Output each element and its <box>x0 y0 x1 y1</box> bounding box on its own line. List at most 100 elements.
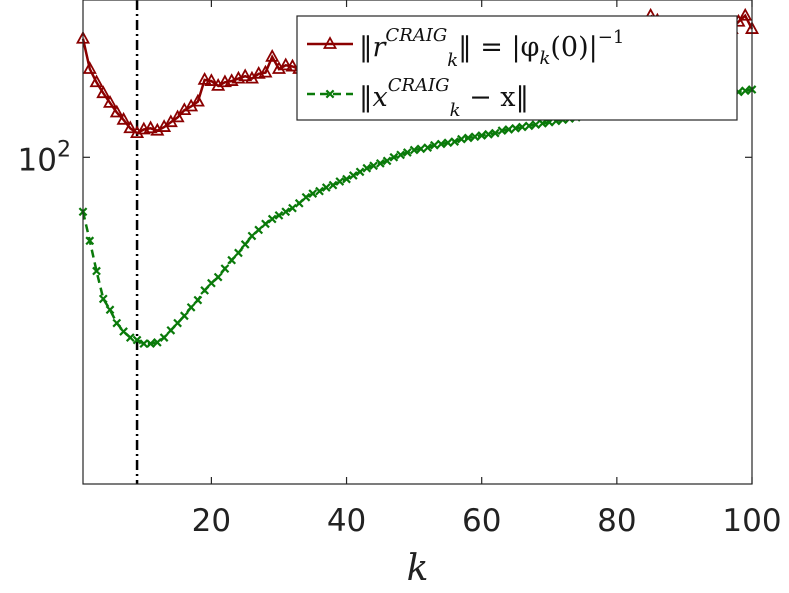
data-point-r <box>204 73 219 86</box>
axes-frame <box>82 0 753 485</box>
data-point-x <box>112 318 122 328</box>
data-point-r <box>96 85 111 99</box>
x-axis-label: k <box>407 548 429 589</box>
data-point-x <box>355 167 365 177</box>
data-point-r <box>89 74 104 88</box>
data-point-x <box>294 198 304 208</box>
data-point-x <box>152 338 162 347</box>
data-point-x <box>254 225 264 235</box>
data-point-x <box>369 161 378 171</box>
data-point-x <box>92 266 101 276</box>
data-point-x <box>362 163 372 173</box>
x-tick-label: 20 <box>192 503 231 539</box>
data-point-x <box>159 333 169 342</box>
data-point-x <box>315 186 324 196</box>
data-point-x <box>139 339 149 349</box>
data-point-x <box>335 177 345 186</box>
data-point-x <box>463 133 473 143</box>
data-point-x <box>179 311 189 321</box>
data-point-x <box>409 145 419 155</box>
data-point-x <box>342 174 351 184</box>
data-point-x <box>247 231 257 241</box>
legend-marker-r <box>322 36 338 49</box>
data-point-x <box>119 327 128 336</box>
data-point-x <box>213 272 223 282</box>
axes-layer: 20 40 60 80 100 102 k <box>18 0 782 589</box>
data-point-x <box>470 132 480 142</box>
x-tick-label: 80 <box>597 503 636 539</box>
data-point-r <box>197 71 212 85</box>
data-point-x <box>416 144 426 154</box>
data-point-x <box>274 211 284 220</box>
data-point-x <box>450 137 460 146</box>
data-point-x <box>85 236 95 246</box>
data-point-x <box>105 305 115 315</box>
series-layer <box>75 0 760 484</box>
data-point-x <box>740 86 750 96</box>
data-point-x <box>193 295 203 305</box>
data-point-x <box>457 134 466 144</box>
data-point-r <box>265 49 280 62</box>
data-point-x <box>220 264 230 273</box>
x-tick-label: 100 <box>722 503 781 539</box>
data-point-x <box>328 180 338 190</box>
legend-marker-x <box>325 89 335 99</box>
data-point-x <box>125 333 135 342</box>
data-point-r <box>190 93 205 107</box>
data-point-r <box>82 61 97 74</box>
data-point-x <box>173 318 182 328</box>
y-tick-label: 102 <box>18 137 71 178</box>
data-point-x <box>267 214 277 224</box>
data-point-r <box>170 109 185 123</box>
data-point-x <box>207 278 216 288</box>
data-point-x <box>423 143 433 152</box>
data-point-x <box>200 286 210 295</box>
data-point-r <box>278 57 293 71</box>
data-point-x <box>98 294 108 304</box>
data-point-x <box>234 248 243 258</box>
data-point-x <box>227 255 237 265</box>
data-point-r <box>123 120 138 134</box>
legend-label-x: ‖xCRAIGk − x‖ <box>359 75 529 121</box>
data-point-r <box>258 64 273 78</box>
data-point-x <box>490 128 500 138</box>
data-point-x <box>321 183 331 192</box>
data-point-x <box>443 138 453 148</box>
data-point-x <box>531 120 541 130</box>
data-point-r <box>285 58 300 72</box>
data-point-x <box>517 122 527 132</box>
legend-box <box>296 15 738 121</box>
legend-label-r: ‖rCRAIGk‖ = |φk(0)|−1 <box>359 25 624 71</box>
data-point-r <box>103 94 118 108</box>
data-point-x <box>497 126 507 136</box>
data-point-x <box>430 140 439 150</box>
data-point-x <box>166 325 176 335</box>
data-point-x <box>382 156 392 166</box>
data-point-x <box>396 150 405 160</box>
x-tick-label: 40 <box>327 503 366 539</box>
data-point-r <box>238 68 253 82</box>
data-point-x <box>348 171 358 180</box>
data-point-r <box>109 104 124 118</box>
data-point-x <box>375 158 385 168</box>
data-point-x <box>261 219 270 229</box>
data-point-r <box>738 7 753 21</box>
data-point-x <box>240 240 250 249</box>
data-point-x <box>484 129 493 139</box>
data-point-r <box>116 111 131 125</box>
data-point-x <box>301 192 311 202</box>
data-point-x <box>511 123 520 133</box>
data-point-x <box>538 119 547 128</box>
data-point-x <box>288 203 297 213</box>
legend: ‖rCRAIGk‖ = |φk(0)|−1‖xCRAIGk − x‖ <box>296 15 738 121</box>
x-tick-label: 60 <box>462 503 501 539</box>
data-point-x <box>132 335 142 345</box>
data-point-x <box>186 302 196 312</box>
data-point-x <box>402 148 412 157</box>
data-point-x <box>281 207 291 217</box>
data-point-x <box>308 189 318 198</box>
data-point-x <box>504 125 514 134</box>
data-point-x <box>524 121 534 131</box>
data-point-x <box>389 152 399 162</box>
